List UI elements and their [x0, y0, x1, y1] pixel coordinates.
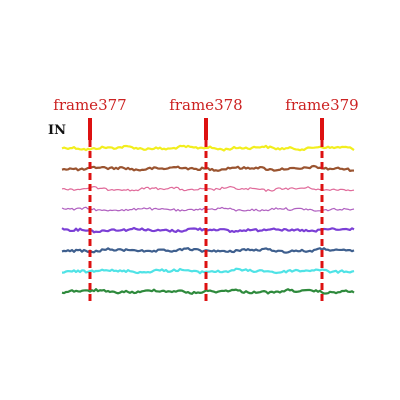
frame-label-3: frame379: [285, 96, 358, 114]
signal-traces: [61, 144, 355, 295]
side-label: IN: [48, 123, 66, 138]
signal-trace-5: [61, 226, 355, 234]
signal-trace-2: [61, 164, 355, 172]
signal-trace-4: [61, 206, 355, 212]
signal-trace-8: [61, 288, 355, 295]
frame-label-1: frame377: [53, 96, 126, 114]
frame-markers: [88, 118, 324, 302]
signal-trace-3: [61, 185, 355, 192]
signal-trace-6: [61, 247, 355, 254]
signal-trace-1: [61, 144, 355, 152]
frame-labels: frame377 frame378 frame379: [53, 96, 358, 114]
signal-trace-7: [61, 267, 355, 275]
frame-label-2: frame378: [169, 96, 242, 114]
